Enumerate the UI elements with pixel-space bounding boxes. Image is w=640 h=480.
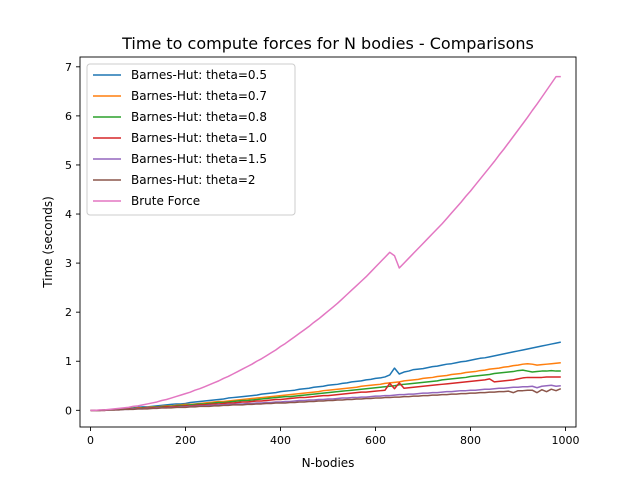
- plot-frame: [79, 56, 577, 428]
- y-tick-label: 6: [65, 110, 72, 123]
- y-tick-label: 3: [65, 257, 72, 270]
- chart-title: Time to compute forces for N bodies - Co…: [121, 34, 534, 53]
- series-line-1: [90, 341, 561, 412]
- legend-box: [86, 63, 296, 216]
- x-tick-label: 200: [175, 434, 196, 447]
- y-axis-label: Time (seconds): [41, 196, 55, 289]
- y-tick-label: 0: [65, 404, 72, 417]
- x-tick-label: 400: [270, 434, 291, 447]
- y-tick-label: 1: [65, 355, 72, 368]
- x-axis-label: N-bodies: [302, 456, 355, 470]
- y-axis: 0 1 2 3 4 5 6 7: [65, 61, 80, 417]
- y-tick-label: 4: [65, 208, 72, 221]
- x-tick-label: 800: [460, 434, 481, 447]
- legend-label: Barnes-Hut: theta=1.0: [131, 131, 267, 145]
- legend-label: Barnes-Hut: theta=1.5: [131, 152, 267, 166]
- legend-label: Barnes-Hut: theta=0.8: [131, 110, 267, 124]
- x-axis: 0 200 400 600 800 1000: [87, 427, 580, 447]
- y-tick-label: 7: [65, 61, 72, 74]
- legend-label: Barnes-Hut: theta=0.7: [131, 89, 267, 103]
- series-layer: [90, 75, 562, 412]
- legend-label: Barnes-Hut: theta=2: [131, 173, 256, 187]
- series-line-6: [90, 388, 562, 412]
- legend-label: Barnes-Hut: theta=0.5: [131, 68, 267, 82]
- legend: Barnes-Hut: theta=0.5 Barnes-Hut: theta=0…: [86, 63, 296, 216]
- x-tick-label: 0: [87, 434, 94, 447]
- y-tick-label: 2: [65, 306, 72, 319]
- y-tick-label: 5: [65, 159, 72, 172]
- legend-label: Brute Force: [131, 194, 200, 208]
- series-line-7: [90, 75, 561, 412]
- x-tick-label: 1000: [552, 434, 580, 447]
- x-tick-label: 600: [365, 434, 386, 447]
